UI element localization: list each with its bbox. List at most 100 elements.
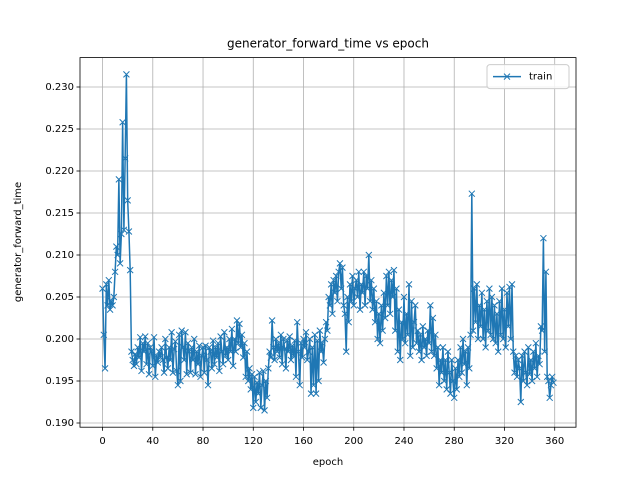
- data-point: [463, 381, 471, 389]
- data-point: [394, 348, 402, 355]
- data-point: [192, 370, 199, 378]
- data-point: [467, 331, 474, 339]
- data-point: [234, 339, 242, 347]
- data-point: [273, 348, 281, 355]
- data-point: [317, 348, 325, 355]
- data-point: [320, 359, 327, 366]
- data-point: [395, 306, 403, 313]
- data-point: [489, 335, 497, 343]
- y-axis-label: generator_forward_time: [13, 182, 24, 302]
- data-point: [193, 348, 201, 355]
- data-point: [386, 310, 394, 318]
- data-point: [537, 323, 545, 330]
- data-point: [502, 344, 510, 351]
- data-point: [236, 320, 243, 328]
- data-point: [198, 352, 206, 360]
- data-point: [134, 344, 142, 351]
- plot-frame: [79, 57, 577, 428]
- data-point: [433, 365, 440, 372]
- x-tick-label: 40: [146, 436, 159, 447]
- data-point: [496, 297, 503, 305]
- data-point: [207, 348, 214, 355]
- data-point: [267, 354, 275, 361]
- data-point: [455, 373, 463, 381]
- data-point: [354, 293, 361, 301]
- data-point: [362, 272, 370, 280]
- x-tick-label: 80: [197, 436, 210, 447]
- data-point: [202, 342, 209, 350]
- data-point: [339, 264, 346, 271]
- data-point: [179, 344, 187, 351]
- data-point: [491, 302, 498, 309]
- data-point: [337, 285, 345, 292]
- data-point: [405, 281, 413, 288]
- data-point: [379, 327, 386, 334]
- data-point: [418, 356, 425, 364]
- data-point: [449, 377, 457, 385]
- data-point: [550, 379, 557, 387]
- data-point: [526, 370, 533, 378]
- data-point: [119, 118, 126, 126]
- data-point: [123, 71, 130, 78]
- data-point: [380, 289, 388, 297]
- data-point: [161, 335, 169, 343]
- data-point: [120, 226, 128, 234]
- data-point: [174, 381, 182, 389]
- data-point: [292, 373, 300, 381]
- data-point: [300, 335, 307, 343]
- data-point: [435, 381, 443, 389]
- y-tick-label: 0.210: [45, 250, 74, 261]
- data-point: [413, 339, 420, 347]
- data-point: [257, 404, 265, 412]
- data-point: [302, 328, 310, 336]
- data-point: [370, 285, 378, 292]
- data-point: [331, 289, 339, 297]
- data-point: [325, 293, 332, 301]
- data-point: [243, 348, 251, 355]
- data-point: [359, 289, 366, 297]
- data-point: [396, 356, 404, 364]
- data-point: [334, 297, 341, 305]
- legend-box: [486, 64, 570, 90]
- data-point: [209, 337, 217, 345]
- data-point: [221, 328, 228, 336]
- chart-title: generator_forward_time vs epoch: [227, 37, 429, 51]
- data-point: [517, 398, 525, 406]
- data-point: [384, 302, 392, 309]
- data-point: [144, 339, 152, 347]
- data-point: [311, 331, 319, 339]
- data-point: [341, 310, 349, 318]
- data-point: [465, 365, 473, 372]
- data-point: [530, 348, 537, 355]
- y-tick-label: 0.205: [45, 292, 74, 303]
- data-point: [528, 377, 536, 385]
- data-point: [389, 293, 397, 301]
- data-point: [475, 302, 483, 309]
- data-point: [281, 345, 289, 353]
- data-point: [479, 335, 487, 343]
- data-point: [425, 339, 433, 347]
- data-point: [222, 352, 229, 360]
- data-point: [508, 281, 516, 288]
- data-point: [453, 386, 461, 393]
- data-point: [430, 352, 438, 360]
- data-point: [541, 348, 549, 355]
- data-point: [139, 339, 147, 347]
- data-point: [227, 348, 235, 355]
- data-point: [291, 337, 299, 345]
- data-point: [390, 266, 398, 274]
- data-point: [114, 251, 121, 259]
- data-point: [424, 327, 432, 334]
- x-tick-label: 120: [244, 436, 263, 447]
- y-tick-label: 0.200: [45, 334, 74, 345]
- data-point: [327, 281, 335, 288]
- data-point: [268, 317, 276, 324]
- data-point: [188, 344, 196, 351]
- data-point: [307, 390, 315, 397]
- data-point: [247, 386, 255, 393]
- data-point: [296, 381, 304, 389]
- x-axis-label: epoch: [313, 457, 343, 468]
- data-point: [437, 356, 444, 364]
- data-point: [133, 360, 140, 368]
- data-point: [527, 356, 535, 364]
